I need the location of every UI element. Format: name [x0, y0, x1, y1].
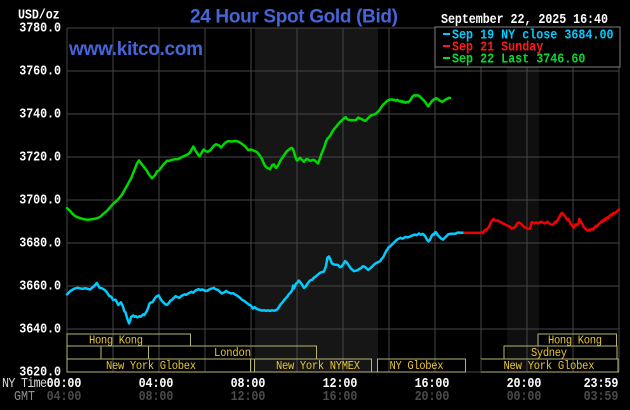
svg-text:www.kitco.com: www.kitco.com [68, 39, 203, 60]
svg-text:03:59: 03:59 [584, 388, 619, 404]
svg-text:NY Time: NY Time [2, 375, 47, 391]
svg-text:3680.0: 3680.0 [19, 235, 61, 251]
svg-text:04:00: 04:00 [47, 388, 82, 404]
svg-text:12:00: 12:00 [323, 375, 358, 391]
svg-text:Sep 21 Sunday: Sep 21 Sunday [452, 39, 544, 55]
svg-text:3780.0: 3780.0 [19, 20, 61, 36]
svg-text:New York Globex: New York Globex [106, 361, 196, 374]
svg-text:08:00: 08:00 [231, 375, 266, 391]
svg-text:3760.0: 3760.0 [19, 63, 61, 79]
svg-text:3640.0: 3640.0 [19, 321, 61, 337]
svg-text:16:00: 16:00 [415, 375, 450, 391]
svg-text:00:00: 00:00 [507, 388, 542, 404]
svg-text:12:00: 12:00 [231, 388, 266, 404]
svg-text:USD/oz: USD/oz [18, 7, 60, 23]
svg-text:September 22, 2025 16:40: September 22, 2025 16:40 [441, 11, 608, 27]
svg-text:New York NYMEX: New York NYMEX [276, 361, 360, 374]
svg-text:3700.0: 3700.0 [19, 192, 61, 208]
svg-text:Sep 22 Last 3746.60: Sep 22 Last 3746.60 [452, 51, 585, 67]
svg-text:GMT: GMT [14, 388, 35, 404]
svg-text:3740.0: 3740.0 [19, 106, 61, 122]
svg-text:16:00: 16:00 [323, 388, 358, 404]
svg-text:Sep 19 NY close 3684.00: Sep 19 NY close 3684.00 [452, 27, 614, 43]
svg-text:Sydney: Sydney [531, 348, 567, 361]
svg-text:NY Globex: NY Globex [390, 361, 444, 374]
svg-text:3620.0: 3620.0 [19, 364, 61, 380]
svg-text:Hong Kong: Hong Kong [89, 335, 143, 348]
svg-text:24 Hour Spot Gold (Bid): 24 Hour Spot Gold (Bid) [190, 6, 398, 27]
svg-text:20:00: 20:00 [507, 375, 542, 391]
svg-text:London: London [214, 348, 251, 361]
svg-text:23:59: 23:59 [584, 375, 619, 391]
svg-text:04:00: 04:00 [139, 375, 174, 391]
svg-text:00:00: 00:00 [47, 375, 82, 391]
svg-text:3660.0: 3660.0 [19, 278, 61, 294]
svg-text:08:00: 08:00 [139, 388, 174, 404]
svg-text:New York Globex: New York Globex [504, 361, 595, 374]
svg-text:20:00: 20:00 [415, 388, 450, 404]
svg-text:Hong Kong: Hong Kong [548, 335, 602, 348]
svg-text:3720.0: 3720.0 [19, 149, 61, 165]
